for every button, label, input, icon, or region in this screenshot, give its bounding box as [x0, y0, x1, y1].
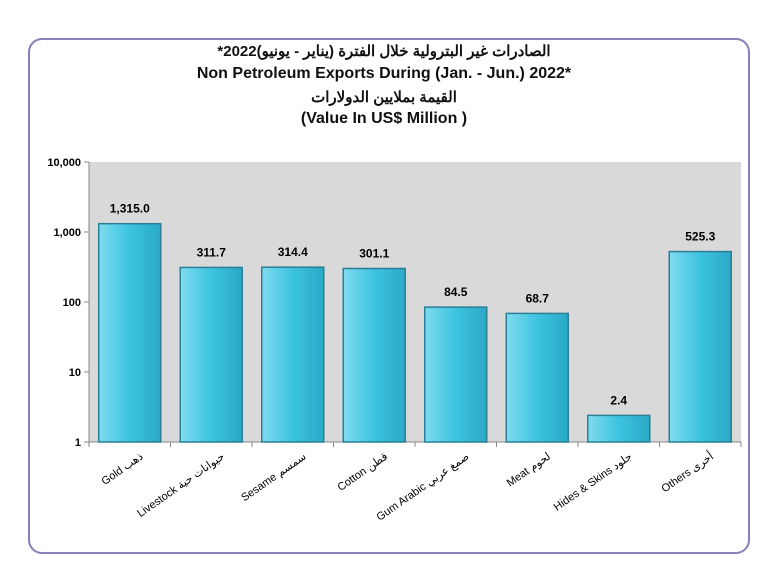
data-label: 301.1 — [359, 246, 389, 260]
bar — [98, 222, 162, 443]
y-tick-label: 100 — [63, 297, 81, 309]
y-tick-label: 1,000 — [53, 227, 81, 239]
subtitle-arabic: القيمة بملايين الدولارات — [311, 89, 457, 106]
bar — [668, 250, 732, 443]
chart-subtitle: (Value In US$ Million ) — [300, 110, 468, 127]
x-tick-label: Meat لحوم — [505, 451, 553, 490]
data-label: 525.3 — [685, 230, 715, 244]
chart-title: Non Petroleum Exports During (Jan. - Jun… — [196, 65, 572, 82]
title-arabic: الصادرات غير البترولية خلال الفترة (يناي… — [217, 43, 551, 60]
data-label: 314.4 — [278, 245, 308, 259]
x-tick-label: Gold ذهب — [99, 451, 145, 488]
y-tick-label: 1 — [75, 437, 81, 449]
x-tick-label: Others أخرى — [658, 449, 716, 495]
x-tick-label: Gum Arabic صمغ عربي — [374, 451, 471, 524]
x-tick-label: Hides & Skins جلود — [552, 451, 635, 514]
data-label: 1,315.0 — [110, 202, 150, 216]
x-tick-label: Sesame سمسم — [239, 451, 308, 505]
data-label: 2.4 — [610, 393, 627, 407]
bar — [424, 306, 488, 443]
bar — [179, 266, 243, 443]
bar — [587, 414, 651, 443]
data-label: 84.5 — [444, 285, 468, 299]
data-label: 311.7 — [197, 245, 227, 259]
x-tick-label: Cotton قطن — [335, 451, 389, 494]
bar — [261, 266, 325, 443]
y-tick-label: 10,000 — [47, 157, 81, 169]
bar — [342, 267, 406, 443]
chart-frame — [28, 38, 750, 554]
bar — [505, 312, 569, 443]
y-tick-label: 10 — [69, 367, 81, 379]
x-tick-label: Livestock حيوانات حية — [135, 451, 227, 520]
data-label: 68.7 — [526, 291, 550, 305]
